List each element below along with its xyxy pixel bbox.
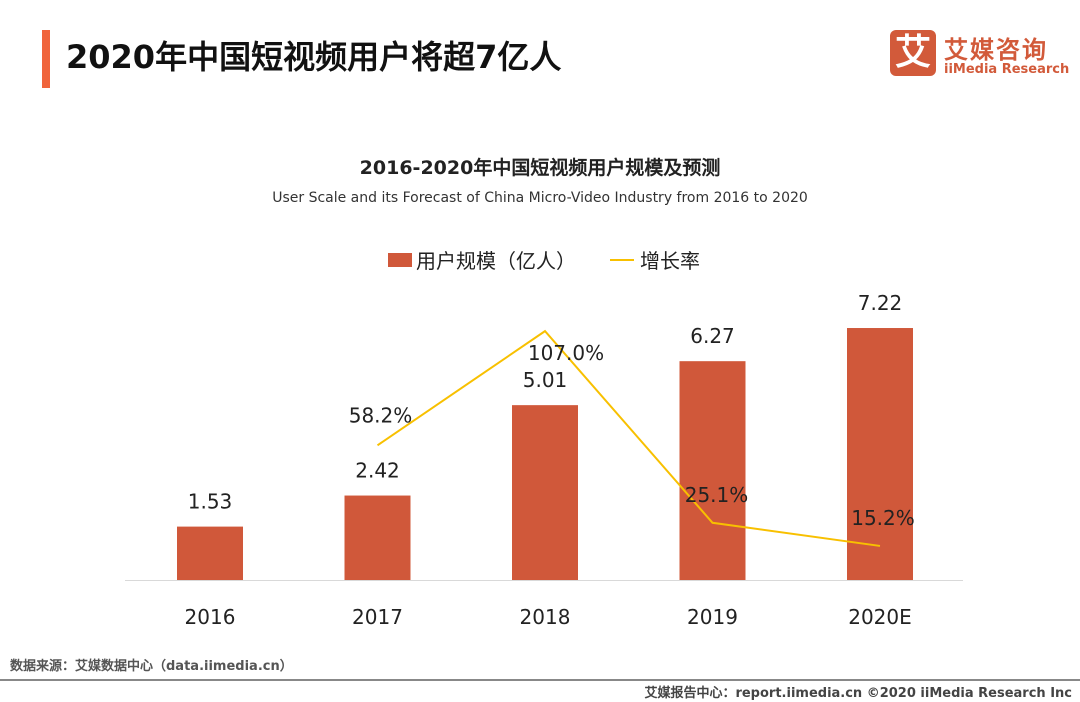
bar-value-label: 5.01 <box>523 368 568 392</box>
logo-cn: 艾媒咨询 <box>944 36 1048 64</box>
bar <box>679 361 746 580</box>
chart-plot: 1.53 2016 2.42 2017 5.01 2018 6.27 2019 7.22 2020… <box>125 291 963 629</box>
bar-value-label: 7.22 <box>858 291 903 315</box>
legend-bar-label: 用户规模（亿人） <box>416 249 576 273</box>
x-tick-label: 2017 <box>352 605 403 629</box>
bar-value-label: 2.42 <box>355 459 400 483</box>
x-tick-label: 2020E <box>848 605 912 629</box>
legend-line-label: 增长率 <box>640 249 700 273</box>
growth-rate-label: 107.0% <box>528 341 604 365</box>
title-accent-bar <box>42 30 50 88</box>
chart-subtitle: User Scale and its Forecast of China Mic… <box>272 190 808 206</box>
x-tick-label: 2016 <box>185 605 236 629</box>
bar-value-label: 6.27 <box>690 324 735 348</box>
logo-mark: 艾 <box>890 30 936 76</box>
bar <box>847 328 913 580</box>
data-source: 数据来源：艾媒数据中心（data.iimedia.cn） <box>10 659 293 674</box>
bar <box>177 526 243 580</box>
page-title: 2020年中国短视频用户将超7亿人 <box>66 38 562 76</box>
x-tick-label: 2018 <box>520 605 571 629</box>
footer-divider <box>0 679 1080 681</box>
legend-line-swatch <box>610 258 634 261</box>
bar <box>512 405 578 580</box>
logo-en: iiMedia Research <box>944 62 1070 77</box>
x-tick-label: 2019 <box>687 605 738 629</box>
bar <box>344 495 411 580</box>
growth-rate-label: 15.2% <box>851 506 915 530</box>
footer-report: 艾媒报告中心：report.iimedia.cn ©2020 iiMedia R… <box>644 686 1072 701</box>
growth-rate-label: 25.1% <box>685 483 749 507</box>
legend: 用户规模（亿人） 增长率 <box>388 245 700 274</box>
growth-rate-label: 58.2% <box>349 403 413 427</box>
legend-bar-swatch <box>388 252 412 267</box>
chart-title: 2016-2020年中国短视频用户规模及预测 <box>359 157 721 179</box>
bar-value-label: 1.53 <box>188 490 233 514</box>
growth-line <box>376 329 881 547</box>
